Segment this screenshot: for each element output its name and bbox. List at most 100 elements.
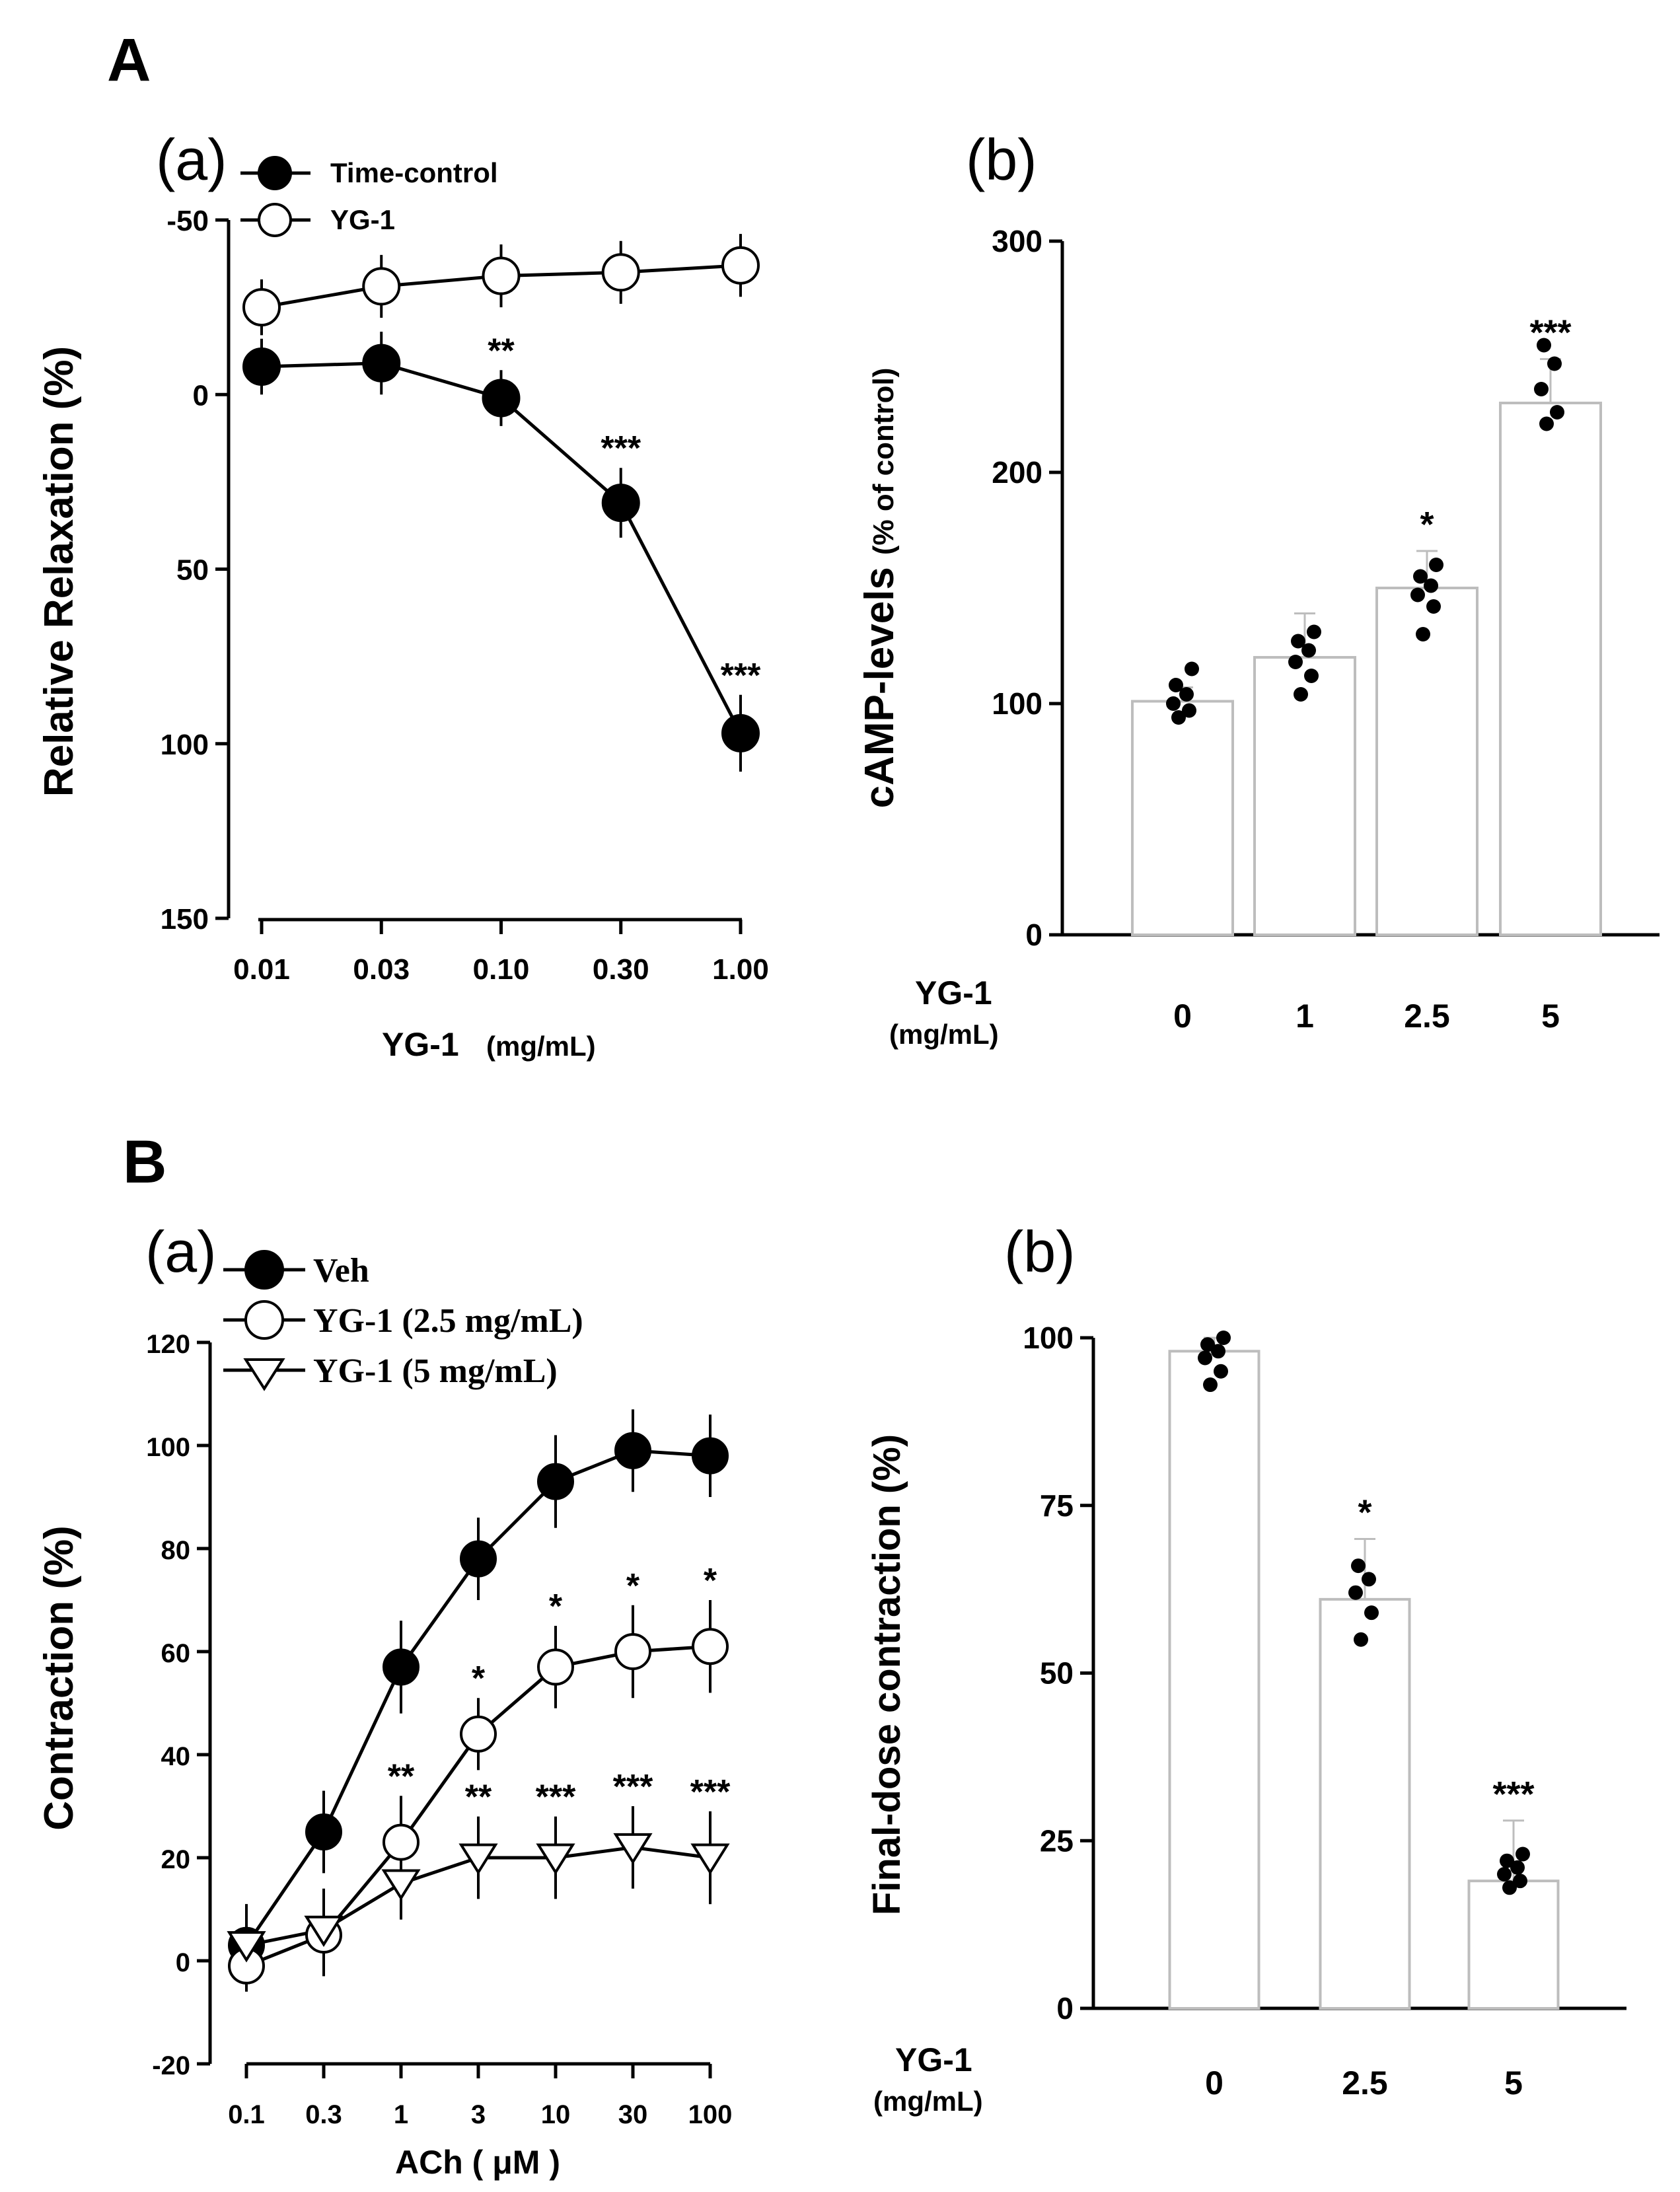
x-axis-title-Bb: YG-1	[895, 2041, 972, 2078]
data-point-Ab	[1185, 661, 1199, 676]
data-point-Bb	[1203, 1377, 1218, 1393]
data-point-Bb	[1211, 1344, 1225, 1359]
legend-marker-yg1	[258, 203, 292, 237]
subpanel-label-Aa: (a)	[156, 127, 227, 192]
x-tick-label-Ab: 5	[1541, 998, 1560, 1035]
data-point-Bb	[1354, 1632, 1368, 1647]
y-axis-title-Bb: Final-dose contraction (%)	[865, 1434, 908, 1915]
data-point-Bb	[1348, 1585, 1363, 1600]
significance-Ab: *	[1420, 505, 1434, 544]
data-point-veh	[305, 1813, 342, 1850]
data-point-yg-1	[601, 253, 640, 292]
data-point-Bb	[1516, 1846, 1530, 1862]
panel-label-B: B	[123, 1128, 166, 1196]
data-point-yg-1-2-5-mg-ml	[614, 1633, 651, 1670]
x-axis-unit-Ab: (mg/mL)	[889, 1019, 999, 1050]
data-point-Bb	[1351, 1558, 1366, 1574]
data-point-yg-1-5-mg-ml	[381, 1869, 421, 1901]
y-tick-label-Ba: 100	[146, 1433, 190, 1462]
data-point-Ab	[1539, 416, 1554, 431]
significance-yg-1-2-5-mg-ml: *	[704, 1562, 717, 1600]
data-point-yg-1-2-5-mg-ml	[537, 1648, 574, 1686]
data-point-Bb	[1362, 1572, 1376, 1587]
significance-yg-1-2-5-mg-ml: **	[388, 1757, 415, 1796]
x-axis-unit-Aa: (mg/mL)	[486, 1031, 596, 1062]
data-point-yg-1-2-5-mg-ml	[460, 1715, 497, 1753]
y-axis-title-Aa: Relative Relaxation (%)	[36, 346, 82, 797]
significance-yg-1-5-mg-ml: ***	[536, 1778, 576, 1817]
data-point-time-control	[721, 713, 760, 752]
x-tick-label-Ba: 10	[541, 2100, 571, 2129]
y-tick-label-Ba: 20	[161, 1845, 191, 1874]
y-tick-label-Bb: 0	[1056, 1991, 1074, 2026]
bar-Ab-1	[1253, 656, 1356, 936]
data-point-Bb	[1364, 1605, 1379, 1621]
y-tick-label-Aa: 0	[193, 379, 209, 412]
y-tick-label-Aa: 100	[161, 729, 209, 761]
data-point-yg-1-5-mg-ml	[536, 1843, 575, 1875]
subpanel-label-Bb: (b)	[1004, 1219, 1076, 1284]
data-point-Ab	[1301, 643, 1316, 658]
significance-Bb: *	[1358, 1493, 1371, 1533]
x-tick-label-Ab: 1	[1296, 998, 1314, 1035]
y-axis-title-Ab: cAMP-levels (% of control)	[857, 368, 902, 809]
x-axis-title-Ab: YG-1	[915, 974, 992, 1011]
data-point-Bb	[1500, 1853, 1514, 1868]
data-point-Ab	[1304, 669, 1319, 683]
y-tick-label-Ab: 100	[992, 686, 1042, 721]
data-point-Bb	[1214, 1364, 1228, 1379]
bar-Ab-2-5	[1375, 587, 1479, 936]
bar-Bb-0	[1168, 1350, 1260, 2010]
data-point-Ab	[1294, 687, 1308, 702]
data-point-Ab	[1169, 678, 1183, 692]
x-tick-label-Ba: 1	[394, 2100, 408, 2129]
y-tick-label-Bb: 25	[1040, 1823, 1074, 1858]
x-tick-label-Ab: 0	[1173, 998, 1192, 1035]
y-tick-label-Aa: -50	[166, 205, 209, 237]
y-tick-label-Ba: 40	[161, 1742, 191, 1771]
significance-time-control: ***	[601, 429, 641, 468]
panel-label-A: A	[107, 26, 151, 94]
y-tick-label-Aa: 150	[161, 903, 209, 935]
y-tick-label-Bb: 50	[1040, 1656, 1074, 1691]
data-point-yg-1	[721, 246, 760, 285]
x-tick-label-Ba: 30	[618, 2100, 648, 2129]
data-point-Bb	[1502, 1880, 1517, 1895]
x-tick-label-Aa: 0.30	[593, 953, 649, 986]
significance-yg-1-2-5-mg-ml: *	[472, 1660, 486, 1698]
x-tick-label-Ba: 100	[688, 2100, 733, 2129]
legend-marker-time-control	[258, 156, 292, 190]
x-tick-label-Aa: 1.00	[712, 953, 769, 986]
data-point-Ab	[1550, 405, 1564, 420]
data-point-Bb	[1510, 1860, 1525, 1875]
y-tick-label-Ab: 200	[992, 455, 1042, 490]
data-point-yg-1-5-mg-ml	[690, 1843, 730, 1875]
y-axis-title-Ba: Contraction (%)	[36, 1525, 82, 1831]
bar-Bb-2-5	[1319, 1597, 1411, 2010]
data-point-Bb	[1497, 1867, 1512, 1881]
bar-Ab-5	[1499, 402, 1602, 936]
significance-time-control: **	[488, 332, 515, 370]
data-point-Bb	[1198, 1350, 1212, 1366]
significance-Bb: ***	[1492, 1774, 1534, 1814]
y-tick-label-Aa: 50	[176, 554, 209, 587]
x-tick-label-Bb: 2.5	[1342, 2064, 1388, 2101]
x-tick-label-Ba: 0.3	[305, 2100, 342, 2129]
data-point-Ab	[1547, 356, 1562, 371]
legend-label-time-control: Time-control	[330, 157, 498, 188]
y-axis-title-Ab-main: cAMP-levels	[857, 567, 902, 808]
data-point-yg-1-5-mg-ml	[227, 1931, 266, 1963]
data-point-yg-1-5-mg-ml	[458, 1843, 498, 1875]
x-tick-label-Ab: 2.5	[1404, 998, 1450, 1035]
significance-yg-1-5-mg-ml: **	[465, 1778, 492, 1817]
y-tick-label-Ab: 300	[992, 224, 1042, 258]
data-point-Ab	[1537, 338, 1551, 353]
significance-yg-1-2-5-mg-ml: *	[626, 1567, 640, 1605]
data-point-Ab	[1307, 624, 1321, 639]
legend-marker-veh	[244, 1250, 284, 1290]
subpanel-label-Ab: (b)	[966, 127, 1037, 192]
x-tick-label-Ba: 3	[471, 2100, 486, 2129]
